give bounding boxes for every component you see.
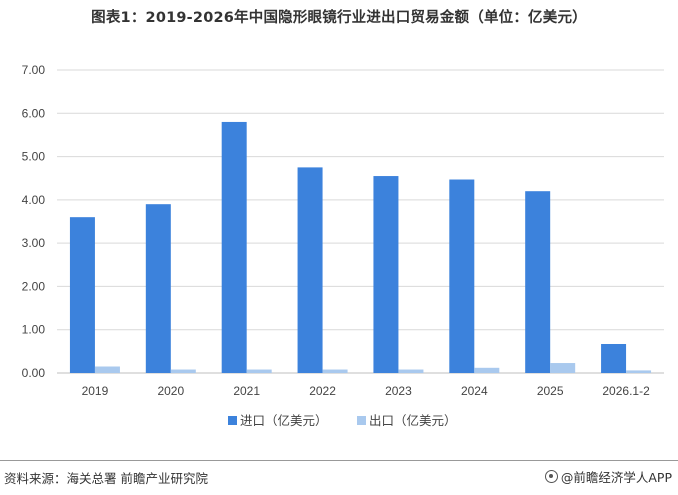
legend: 进口（亿美元） 出口（亿美元）	[228, 413, 457, 428]
export-bar	[94, 366, 120, 373]
import-bar	[601, 343, 627, 373]
export-bar	[474, 367, 500, 373]
footer-divider	[0, 460, 678, 461]
y-tick-label: 5.00	[22, 150, 46, 164]
export-bar	[398, 369, 424, 373]
x-tick-label: 2022	[309, 384, 336, 398]
import-bar	[297, 167, 323, 373]
x-tick-label: 2026.1-2	[602, 384, 650, 398]
y-tick-label: 7.00	[22, 63, 46, 77]
export-bar	[322, 369, 348, 373]
export-bar	[246, 369, 272, 373]
export-bar	[170, 369, 196, 373]
brand-label: @前瞻经济学人APP	[560, 470, 672, 485]
import-bar	[145, 204, 171, 373]
bars	[69, 121, 652, 373]
x-tick-label: 2025	[537, 384, 564, 398]
y-tick-label: 3.00	[22, 236, 46, 250]
bar-chart: 0.00 1.00 2.00 3.00 4.00 5.00 6.00 7.00 2019 202…	[22, 63, 664, 428]
source-note: 资料来源：海关总署 前瞻产业研究院	[4, 471, 208, 486]
legend-import-swatch	[228, 416, 237, 425]
import-bar	[221, 121, 247, 373]
y-tick-label: 0.00	[22, 366, 46, 380]
y-axis-ticks: 0.00 1.00 2.00 3.00 4.00 5.00 6.00 7.00	[22, 63, 46, 380]
y-tick-label: 6.00	[22, 106, 46, 120]
brand-logo-icon	[544, 470, 558, 483]
chart-title: 图表1：2019-2026年中国隐形眼镜行业进出口贸易金额（单位：亿美元）	[91, 10, 587, 26]
x-tick-label: 2020	[157, 384, 184, 398]
import-bar	[449, 179, 475, 373]
x-tick-label: 2019	[82, 384, 109, 398]
import-bar	[69, 217, 95, 373]
export-bar	[626, 370, 652, 373]
legend-export-swatch	[357, 416, 366, 425]
x-tick-label: 2023	[385, 384, 412, 398]
gridlines	[57, 69, 664, 374]
y-tick-label: 4.00	[22, 193, 46, 207]
x-tick-label: 2021	[233, 384, 260, 398]
import-bar	[373, 176, 399, 373]
export-bar	[550, 363, 576, 373]
legend-import-label: 进口（亿美元）	[240, 413, 328, 428]
x-axis-ticks: 2019 2020 2021 2022 2023 2024 2025 2026.1-2	[82, 384, 650, 398]
import-bar	[525, 191, 551, 373]
x-tick-label: 2024	[461, 384, 488, 398]
brand-credit: @前瞻经济学人APP	[544, 467, 672, 486]
legend-export-label: 出口（亿美元）	[369, 413, 457, 428]
y-tick-label: 1.00	[22, 323, 46, 337]
y-tick-label: 2.00	[22, 279, 46, 293]
